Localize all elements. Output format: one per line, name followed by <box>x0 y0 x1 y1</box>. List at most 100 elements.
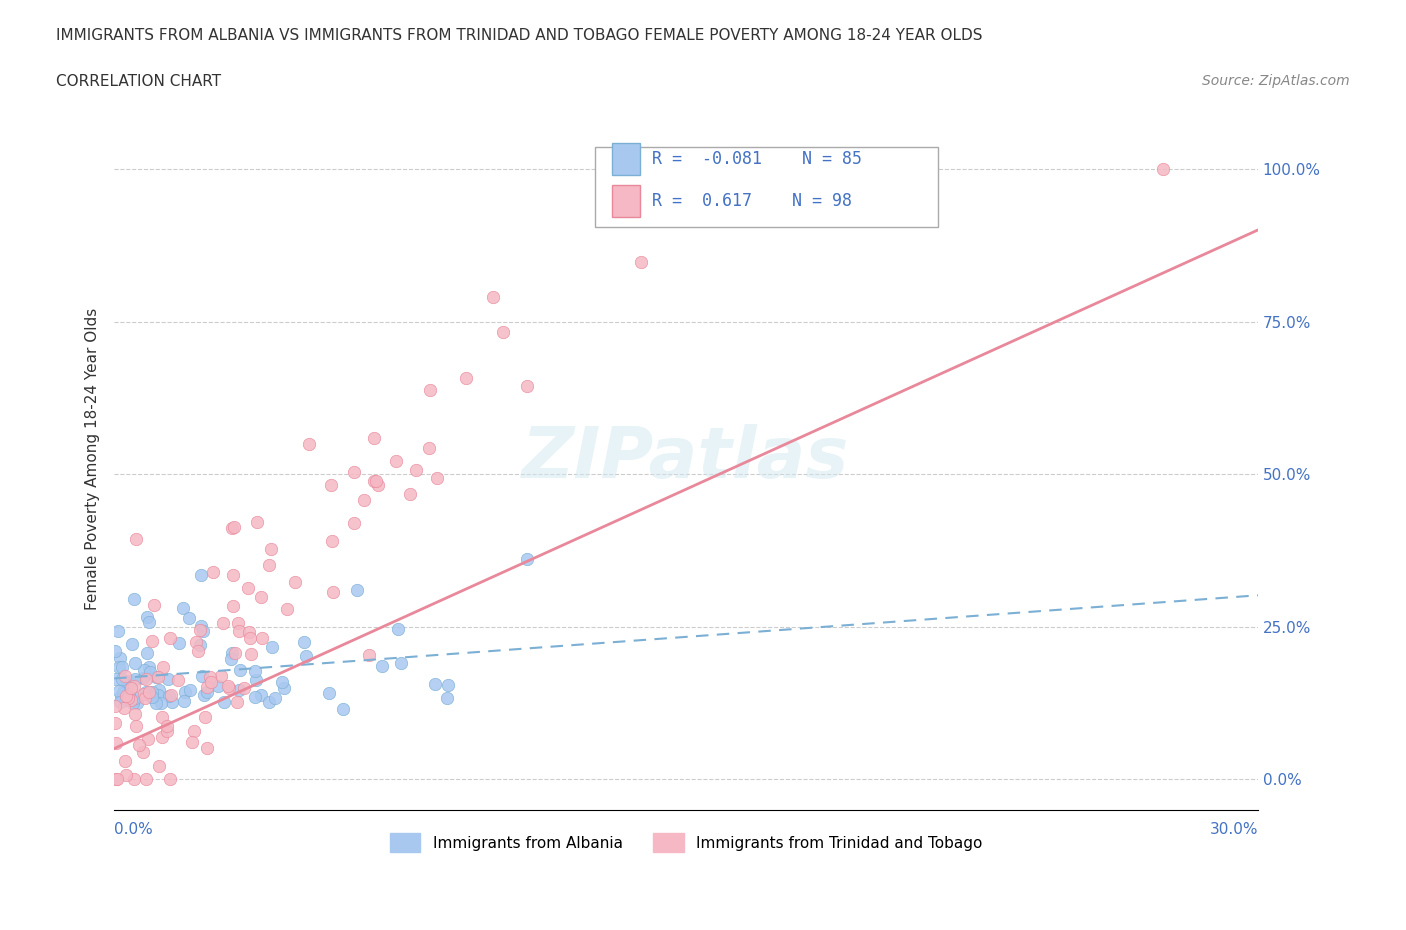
Point <box>159 688 181 703</box>
Point <box>117 690 139 705</box>
Point <box>419 383 441 398</box>
Text: R =  -0.081    N = 85: R = -0.081 N = 85 <box>652 151 862 168</box>
Point <box>122 693 145 708</box>
Point <box>292 635 315 650</box>
Point <box>110 659 132 674</box>
Point <box>135 671 157 686</box>
Point <box>132 744 155 759</box>
Point <box>145 696 167 711</box>
Point <box>107 624 129 639</box>
Point <box>167 672 190 687</box>
Point <box>110 671 132 686</box>
Point <box>232 681 254 696</box>
Point <box>260 541 283 556</box>
Point <box>367 477 389 492</box>
Text: CORRELATION CHART: CORRELATION CHART <box>56 74 221 89</box>
Point <box>152 659 174 674</box>
Point <box>238 580 260 595</box>
Point <box>188 638 211 653</box>
Point <box>245 690 267 705</box>
Point <box>437 678 460 693</box>
Point <box>157 671 180 686</box>
Point <box>249 687 271 702</box>
Point <box>1152 162 1174 177</box>
Point <box>150 696 173 711</box>
Point <box>239 646 262 661</box>
Point <box>120 673 142 688</box>
Point <box>516 551 538 566</box>
Point <box>276 602 298 617</box>
Point <box>221 599 243 614</box>
Point <box>200 674 222 689</box>
Point <box>239 631 262 645</box>
Point <box>228 683 250 698</box>
Point <box>124 690 146 705</box>
Point <box>190 622 212 637</box>
Point <box>224 645 246 660</box>
Point <box>284 575 307 590</box>
Point <box>399 486 422 501</box>
Point <box>217 679 239 694</box>
Point <box>238 624 260 639</box>
Bar <box>595 147 938 227</box>
Point <box>115 676 138 691</box>
Point <box>112 683 135 698</box>
Point <box>136 645 159 660</box>
Point <box>134 691 156 706</box>
Point <box>353 493 375 508</box>
Text: ZIPatlas: ZIPatlas <box>522 424 849 493</box>
Point <box>224 519 246 534</box>
Text: 30.0%: 30.0% <box>1209 822 1258 837</box>
Point <box>124 671 146 686</box>
Point <box>105 772 128 787</box>
Point <box>122 696 145 711</box>
Point <box>346 582 368 597</box>
Point <box>107 659 129 674</box>
Point <box>159 631 181 645</box>
Legend: Immigrants from Albania, Immigrants from Trinidad and Tobago: Immigrants from Albania, Immigrants from… <box>384 827 988 858</box>
Point <box>150 729 173 744</box>
Point <box>180 735 202 750</box>
Point <box>141 684 163 699</box>
FancyBboxPatch shape <box>612 185 640 217</box>
Point <box>110 695 132 710</box>
Point <box>195 684 218 699</box>
Point <box>105 772 128 787</box>
Point <box>200 670 222 684</box>
Text: 0.0%: 0.0% <box>114 822 153 837</box>
Point <box>141 689 163 704</box>
Point <box>228 624 250 639</box>
Point <box>218 681 240 696</box>
Point <box>108 651 131 666</box>
Point <box>364 473 387 488</box>
Point <box>191 669 214 684</box>
Point <box>221 645 243 660</box>
Y-axis label: Female Poverty Among 18-24 Year Olds: Female Poverty Among 18-24 Year Olds <box>86 308 100 610</box>
Point <box>145 669 167 684</box>
Point <box>389 656 412 671</box>
Point <box>120 692 142 707</box>
Point <box>194 710 217 724</box>
Point <box>319 477 342 492</box>
Point <box>195 741 218 756</box>
Point <box>209 668 232 683</box>
Point <box>357 648 380 663</box>
Point <box>125 719 148 734</box>
Point <box>128 738 150 753</box>
Point <box>516 379 538 393</box>
Point <box>257 558 280 573</box>
Point <box>186 635 208 650</box>
Point <box>195 680 218 695</box>
Point <box>179 683 201 698</box>
Point <box>139 688 162 703</box>
Point <box>630 254 652 269</box>
Point <box>193 688 215 703</box>
Point <box>120 680 142 695</box>
Point <box>134 662 156 677</box>
Point <box>135 772 157 787</box>
Point <box>343 516 366 531</box>
Point <box>318 685 340 700</box>
Text: IMMIGRANTS FROM ALBANIA VS IMMIGRANTS FROM TRINIDAD AND TOBAGO FEMALE POVERTY AM: IMMIGRANTS FROM ALBANIA VS IMMIGRANTS FR… <box>56 28 983 43</box>
Point <box>122 679 145 694</box>
Point <box>136 610 159 625</box>
